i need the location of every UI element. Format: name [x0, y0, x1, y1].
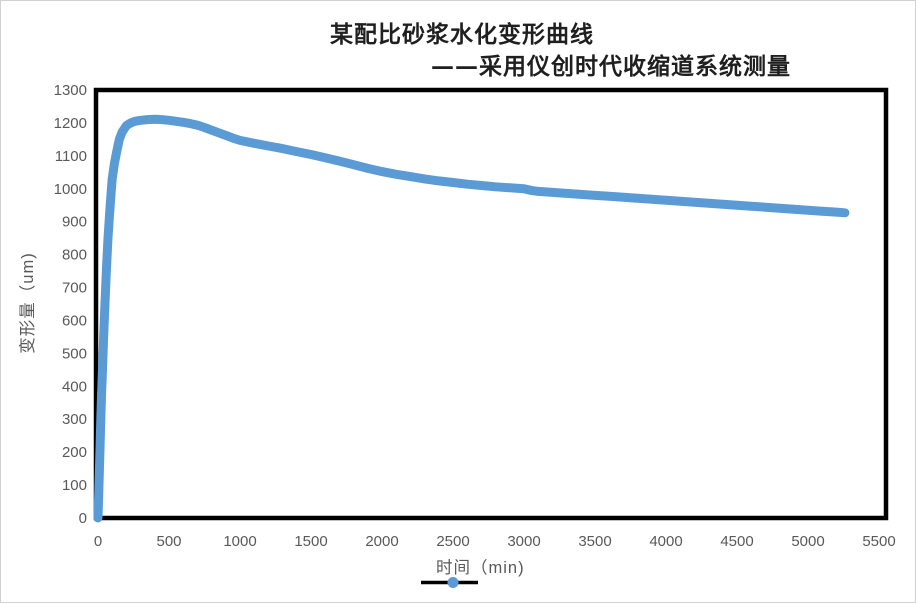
series-line: [93, 114, 850, 523]
x-tick-label: 1500: [294, 533, 327, 550]
y-axis-title: 变形量（um): [18, 252, 37, 353]
y-tick-label: 1000: [54, 181, 87, 198]
y-tick-label: 100: [62, 477, 87, 494]
x-tick-label: 500: [156, 533, 181, 550]
y-tick-label: 700: [62, 280, 87, 297]
x-tick-label: 5500: [862, 533, 895, 550]
y-tick-label: 1100: [55, 148, 87, 165]
x-tick-label: 2500: [436, 533, 469, 550]
y-tick-label: 900: [62, 214, 87, 231]
x-tick-label: 1000: [223, 533, 256, 550]
y-tick-label: 300: [62, 411, 87, 428]
y-tick-label: 1300: [54, 82, 87, 99]
y-tick-label: 400: [62, 378, 87, 395]
x-tick-label: 0: [94, 533, 102, 550]
x-tick-label: 4000: [649, 533, 682, 550]
x-axis-title: 时间（min): [436, 558, 525, 577]
y-axis-tick-labels: 0 100 200 300 400 500 600 700 800 900 1000 1100 1200…: [54, 82, 87, 527]
plot-area-border: [93, 87, 889, 521]
chart-title-line2: ——采用仪创时代收缩道系统测量: [431, 53, 791, 80]
x-tick-label: 5000: [791, 533, 824, 550]
y-tick-label: 500: [62, 345, 87, 362]
x-axis-tick-labels: 0 500 1000 1500 2000 2500 3000 3500 4000 4500 5000…: [94, 533, 896, 550]
series-group: [93, 114, 850, 523]
y-tick-label: 600: [62, 312, 87, 329]
y-tick-label: 0: [79, 510, 87, 527]
y-tick-label: 1200: [54, 115, 87, 132]
x-tick-label: 3000: [507, 533, 540, 550]
x-tick-label: 2000: [365, 533, 398, 550]
x-tick-label: 3500: [578, 533, 611, 550]
y-tick-label: 200: [62, 444, 87, 461]
x-tick-label: 4500: [720, 533, 753, 550]
chart-title-line1: 某配比砂浆水化变形曲线: [330, 21, 594, 48]
legend-key-marker-dot: [447, 577, 459, 588]
y-tick-label: 800: [62, 247, 87, 264]
